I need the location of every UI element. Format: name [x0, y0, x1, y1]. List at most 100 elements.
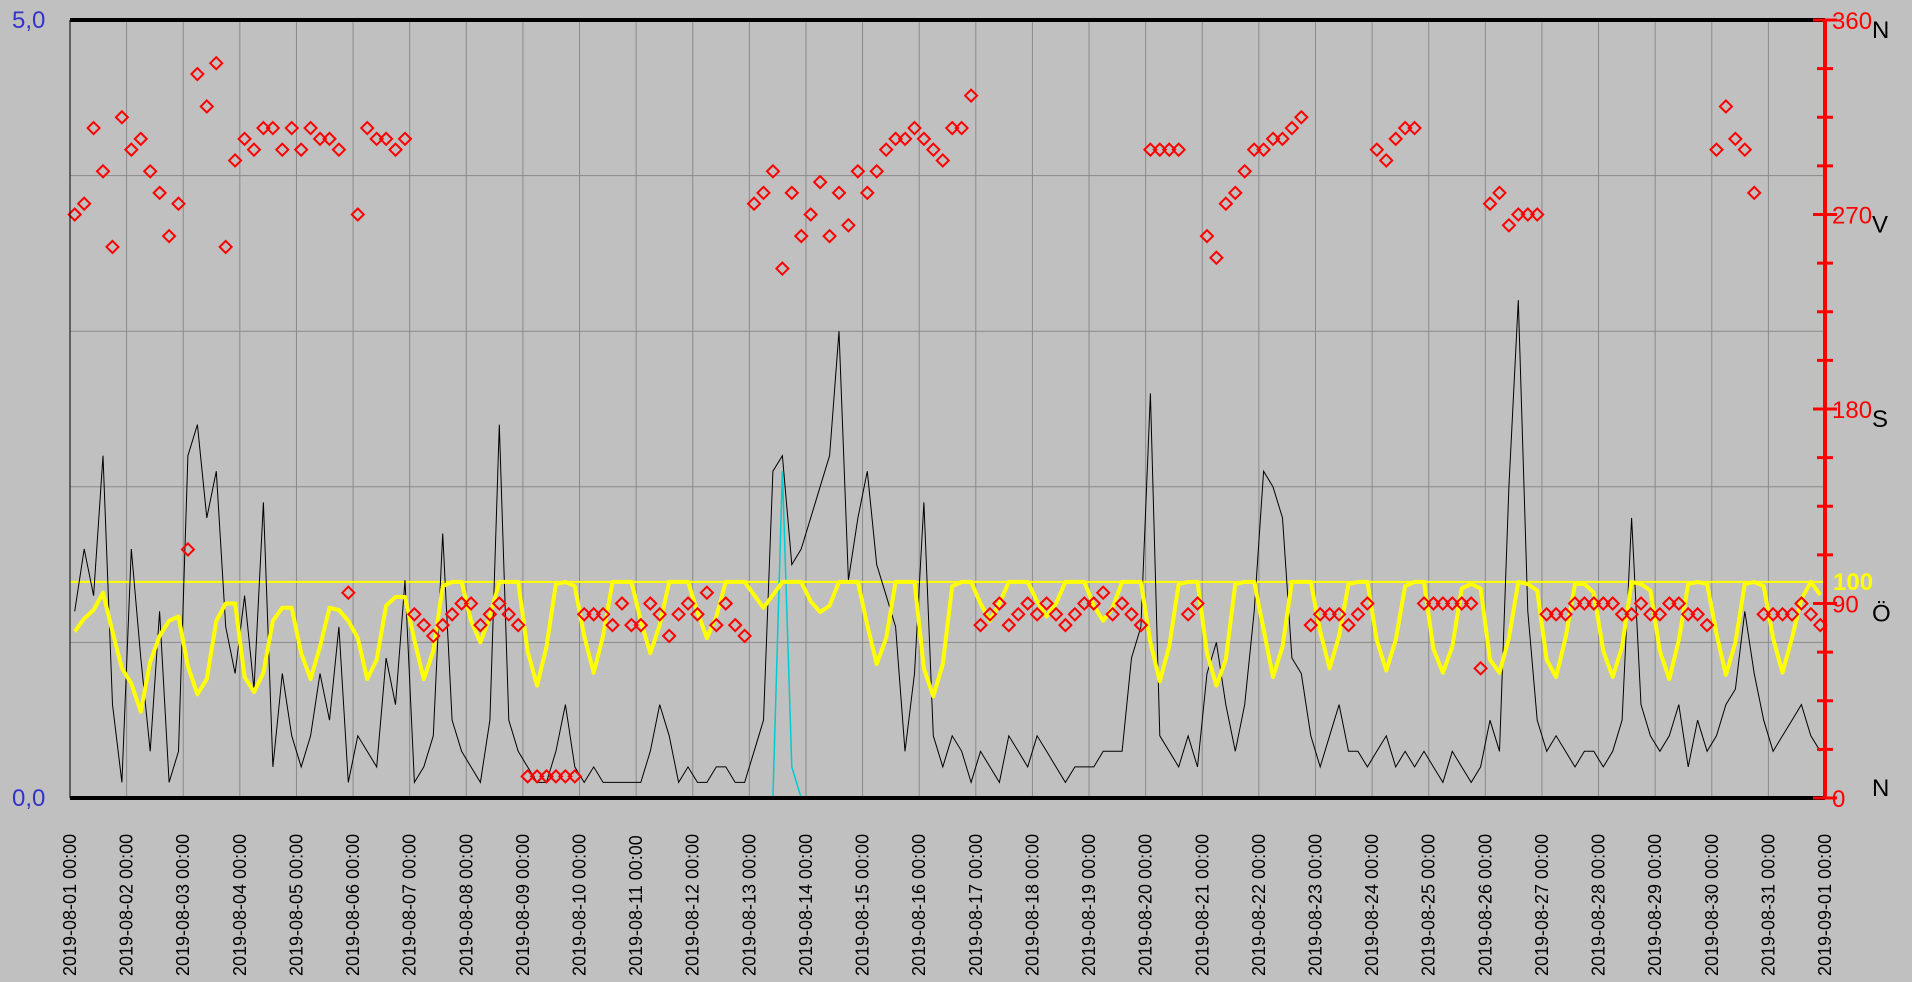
speed-series [74, 300, 1821, 785]
direction-point [482, 606, 498, 622]
direction-point [1076, 596, 1092, 611]
direction-point [614, 596, 630, 611]
direction-point [1510, 207, 1526, 222]
direction-point [1652, 606, 1668, 622]
direction-point [1227, 185, 1243, 201]
direction-point [350, 207, 366, 222]
direction-point [1275, 131, 1290, 147]
direction-point [425, 628, 441, 644]
direction-point [1463, 596, 1479, 611]
direction-point [652, 606, 668, 622]
direction-point [1454, 596, 1470, 611]
x-tick-label: 2019-08-16 00:00 [909, 834, 929, 976]
x-tick-label: 2019-08-14 00:00 [796, 834, 816, 976]
direction-point [340, 585, 356, 601]
direction-series [67, 55, 1828, 784]
direction-point [1680, 606, 1696, 622]
direction-point [1180, 606, 1196, 622]
direction-point [199, 99, 215, 114]
direction-point [1482, 196, 1498, 212]
direction-point [1095, 585, 1111, 601]
direction-point [1171, 142, 1187, 158]
direction-point [944, 120, 960, 136]
direction-label: S [1872, 406, 1888, 433]
direction-point [1444, 596, 1460, 611]
direction-point [1001, 617, 1017, 633]
grid-lines [70, 20, 1825, 798]
direction-point [1614, 606, 1630, 622]
right-tick-label: 270 [1832, 203, 1872, 230]
direction-point [1331, 606, 1347, 622]
direction-point [133, 131, 149, 147]
direction-point [76, 196, 92, 212]
direction-label: N [1872, 17, 1889, 44]
direction-point [501, 606, 517, 622]
direction-point [1105, 606, 1121, 622]
direction-point [105, 239, 120, 255]
direction-label: N [1872, 775, 1889, 802]
direction-point [1058, 617, 1073, 633]
direction-point [1161, 142, 1177, 158]
direction-point [1586, 596, 1602, 611]
x-tick-label: 2019-08-08 00:00 [456, 834, 476, 976]
direction-point [388, 142, 403, 158]
direction-point [406, 606, 422, 622]
direction-point [1086, 596, 1102, 611]
direction-point [1218, 196, 1234, 212]
direction-point [227, 153, 243, 168]
direction-point [963, 88, 979, 104]
direction-point [1501, 217, 1517, 233]
direction-point [623, 617, 639, 633]
x-tick-label: 2019-08-28 00:00 [1589, 834, 1609, 976]
direction-point [1190, 596, 1205, 611]
direction-point [1426, 596, 1441, 611]
direction-point [539, 768, 554, 784]
direction-point [95, 163, 111, 179]
humidity-series [73, 579, 1822, 714]
direction-point [1699, 617, 1715, 633]
direction-point [274, 142, 290, 158]
direction-point [699, 585, 715, 601]
direction-point [605, 617, 620, 633]
direction-point [1643, 606, 1658, 622]
direction-point [86, 120, 102, 136]
direction-point [491, 596, 507, 611]
direction-point [322, 131, 337, 147]
x-tick-label: 2019-08-20 00:00 [1136, 834, 1156, 976]
x-tick-label: 2019-08-09 00:00 [513, 834, 533, 976]
direction-point [331, 142, 347, 158]
direction-point [935, 153, 951, 168]
x-tick-label: 2019-08-06 00:00 [343, 834, 363, 976]
direction-point [435, 617, 451, 633]
x-tick-label: 2019-08-21 00:00 [1192, 834, 1212, 976]
direction-point [1718, 99, 1734, 114]
direction-point [1407, 120, 1422, 136]
direction-point [142, 163, 158, 179]
direction-point [1048, 606, 1064, 622]
speed-line [74, 300, 1821, 785]
direction-point [727, 617, 743, 633]
direction-point [841, 217, 856, 233]
direction-point [510, 617, 526, 633]
direction-point [680, 596, 696, 611]
direction-point [831, 185, 847, 201]
direction-point [1010, 606, 1026, 622]
direction-point [1359, 596, 1375, 611]
direction-point [793, 228, 809, 244]
right-tick-label: 360 [1832, 8, 1872, 35]
direction-point [756, 185, 771, 201]
direction-point [671, 606, 687, 622]
direction-point [1671, 596, 1687, 611]
x-tick-label: 2019-08-17 00:00 [966, 834, 986, 976]
direction-point [1709, 142, 1724, 158]
direction-point [114, 109, 130, 125]
x-tick-label: 2019-08-26 00:00 [1475, 834, 1495, 976]
x-tick-label: 2019-08-29 00:00 [1645, 834, 1665, 976]
right-tick-label: 0 [1832, 786, 1845, 813]
direction-point [369, 131, 385, 147]
direction-point [1690, 606, 1706, 622]
direction-point [1265, 131, 1281, 147]
x-tick-label: 2019-08-07 00:00 [400, 834, 420, 976]
direction-point [642, 596, 658, 611]
plot-frame [69, 18, 1825, 800]
